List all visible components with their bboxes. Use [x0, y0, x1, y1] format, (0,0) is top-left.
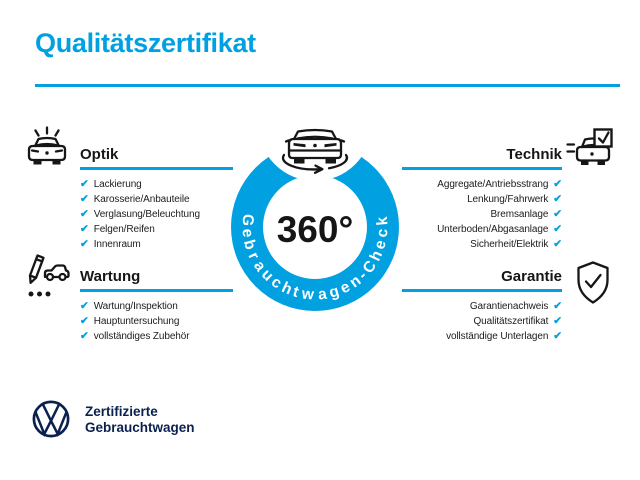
section-technik: Technik Aggregate/Antriebsstrang ✔ Lenkun… — [402, 146, 562, 252]
check-icon: ✔ — [553, 178, 562, 191]
check-icon: ✔ — [80, 315, 89, 328]
section-heading: Technik — [506, 146, 562, 163]
check-icon: ✔ — [80, 193, 89, 206]
list-item-label: Karosserie/Anbauteile — [93, 194, 190, 205]
list-item-label: Aggregate/Antriebsstrang — [437, 179, 549, 190]
svg-text:G: G — [238, 213, 256, 227]
svg-text:w: w — [300, 285, 316, 303]
list-item: Lenkung/Fahrwerk ✔ — [402, 192, 562, 207]
checklist: ✔ Wartung/Inspektion ✔ Hauptuntersuchung ✔… — [80, 299, 233, 344]
list-item: ✔ Innenraum — [80, 237, 233, 252]
check-icon: ✔ — [80, 238, 89, 251]
list-item-label: Wartung/Inspektion — [93, 301, 178, 312]
shield-check-icon — [573, 259, 613, 307]
section-garantie: Garantie Garantienachweis ✔ Qualitätszert… — [402, 268, 562, 344]
list-item-label: Bremsanlage — [490, 209, 549, 220]
list-item-label: Lenkung/Fahrwerk — [467, 194, 549, 205]
ring-hole — [263, 175, 367, 279]
check-icon: ✔ — [553, 208, 562, 221]
section-underline — [402, 289, 562, 292]
list-item: Aggregate/Antriebsstrang ✔ — [402, 177, 562, 192]
list-item-label: Sicherheit/Elektrik — [470, 239, 549, 250]
check-icon: ✔ — [80, 300, 89, 313]
list-item-label: Felgen/Reifen — [93, 224, 155, 235]
list-item: vollständige Unterlagen ✔ — [402, 329, 562, 344]
list-item-label: vollständiges Zubehör — [93, 331, 190, 342]
section-underline — [80, 167, 233, 170]
section-heading: Garantie — [501, 268, 562, 285]
section-underline — [402, 167, 562, 170]
list-item: Bremsanlage ✔ — [402, 207, 562, 222]
pencil-car-checklist-icon — [25, 251, 71, 301]
check-icon: ✔ — [553, 330, 562, 343]
check-icon: ✔ — [553, 238, 562, 251]
check-icon: ✔ — [553, 223, 562, 236]
degree-label: 360° — [277, 209, 354, 250]
checklist: ✔ Lackierung ✔ Karosserie/Anbauteile ✔ Verg… — [80, 177, 233, 252]
check-icon: ✔ — [80, 223, 89, 236]
list-item: Garantienachweis ✔ — [402, 299, 562, 314]
svg-text:c: c — [374, 228, 392, 238]
car-rotation-360-icon — [281, 128, 349, 174]
check-icon: ✔ — [553, 315, 562, 328]
check-icon: ✔ — [80, 208, 89, 221]
list-item: Qualitätszertifikat ✔ — [402, 314, 563, 329]
list-item-label: Hauptuntersuchung — [93, 316, 180, 327]
section-underline — [80, 289, 233, 292]
list-item-label: Innenraum — [93, 239, 141, 250]
check-icon: ✔ — [553, 193, 562, 206]
list-item: Unterboden/Abgasanlage ✔ — [402, 222, 562, 237]
section-heading: Optik — [80, 146, 119, 163]
brand-text: Zertifizierte Gebrauchtwagen — [85, 404, 195, 435]
car-front-shine-icon — [25, 125, 69, 175]
list-item: ✔ Verglasung/Beleuchtung — [80, 207, 233, 222]
list-item: ✔ Wartung/Inspektion — [80, 299, 233, 314]
title-underline — [35, 84, 620, 87]
section-wartung: Wartung ✔ Wartung/Inspektion ✔ Hauptunters… — [80, 268, 233, 344]
list-item-label: vollständige Unterlagen — [446, 331, 549, 342]
section-optik: Optik ✔ Lackierung ✔ Karosserie/Anbauteile… — [80, 146, 233, 252]
list-item: ✔ Karosserie/Anbauteile — [80, 192, 233, 207]
vw-logo-icon — [31, 399, 71, 439]
check-icon: ✔ — [80, 330, 89, 343]
svg-text:a: a — [317, 286, 328, 304]
list-item: ✔ vollständiges Zubehör — [80, 329, 233, 344]
list-item-label: Qualitätszertifikat — [473, 316, 549, 327]
svg-text:e: e — [238, 228, 256, 238]
brand-line1: Zertifizierte — [85, 404, 158, 419]
svg-text:g: g — [327, 283, 341, 302]
svg-text:b: b — [240, 238, 259, 252]
checklist: Aggregate/Antriebsstrang ✔ Lenkung/Fahrwe… — [402, 177, 562, 252]
svg-text:k: k — [374, 216, 392, 226]
list-item-label: Unterboden/Abgasanlage — [437, 224, 549, 235]
svg-text:t: t — [291, 283, 301, 301]
brand-line2: Gebrauchtwagen — [85, 419, 195, 435]
page-title: Qualitätszertifikat — [35, 28, 256, 58]
section-heading: Wartung — [80, 268, 141, 285]
check-icon: ✔ — [80, 178, 89, 191]
list-item: ✔ Lackierung — [80, 177, 233, 192]
list-item: ✔ Hauptuntersuchung — [80, 314, 233, 329]
car-checkbox-icon — [566, 127, 614, 179]
list-item: ✔ Felgen/Reifen — [80, 222, 233, 237]
list-item-label: Verglasung/Beleuchtung — [93, 209, 200, 220]
checklist: Garantienachweis ✔ Qualitätszertifikat ✔ v… — [402, 299, 562, 344]
list-item: Sicherheit/Elektrik ✔ — [402, 237, 562, 252]
list-item-label: Lackierung — [93, 179, 142, 190]
list-item-label: Garantienachweis — [469, 301, 549, 312]
check-icon: ✔ — [553, 300, 562, 313]
